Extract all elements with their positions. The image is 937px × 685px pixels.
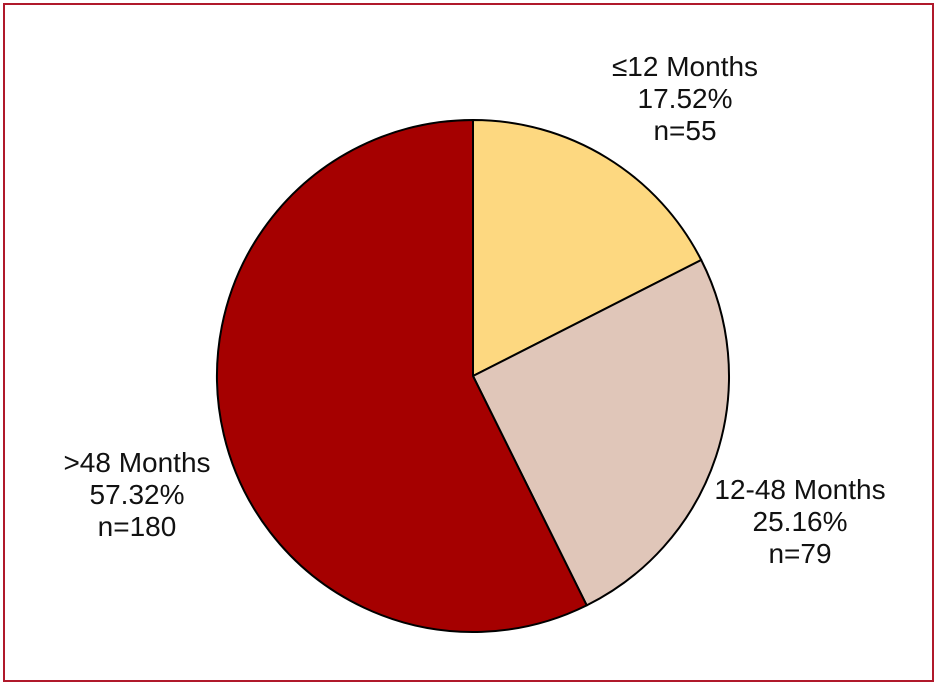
- slice-gt48-months: [216, 119, 588, 633]
- slice-le12-months: [472, 119, 703, 377]
- slice-label-gt48-months-name: >48 Months: [63, 447, 210, 478]
- slice-label-12-48-months-name: 12-48 Months: [714, 474, 885, 505]
- slice-label-12-48-months-n: n=79: [768, 538, 831, 569]
- slice-label-gt48-months-percent: 57.32%: [90, 479, 185, 510]
- slice-12-48-months: [472, 259, 730, 607]
- slice-label-le12-months-n: n=55: [653, 115, 716, 146]
- pie-slices: [216, 119, 730, 633]
- slice-label-le12-months-percent: 17.52%: [638, 83, 733, 114]
- slice-label-12-48-months-percent: 25.16%: [753, 506, 848, 537]
- slice-label-gt48-months-n: n=180: [98, 511, 177, 542]
- slice-label-le12-months-name: ≤12 Months: [612, 51, 758, 82]
- slice-labels: ≤12 Months 17.52% n=55 12-48 Months 25.1…: [63, 51, 885, 569]
